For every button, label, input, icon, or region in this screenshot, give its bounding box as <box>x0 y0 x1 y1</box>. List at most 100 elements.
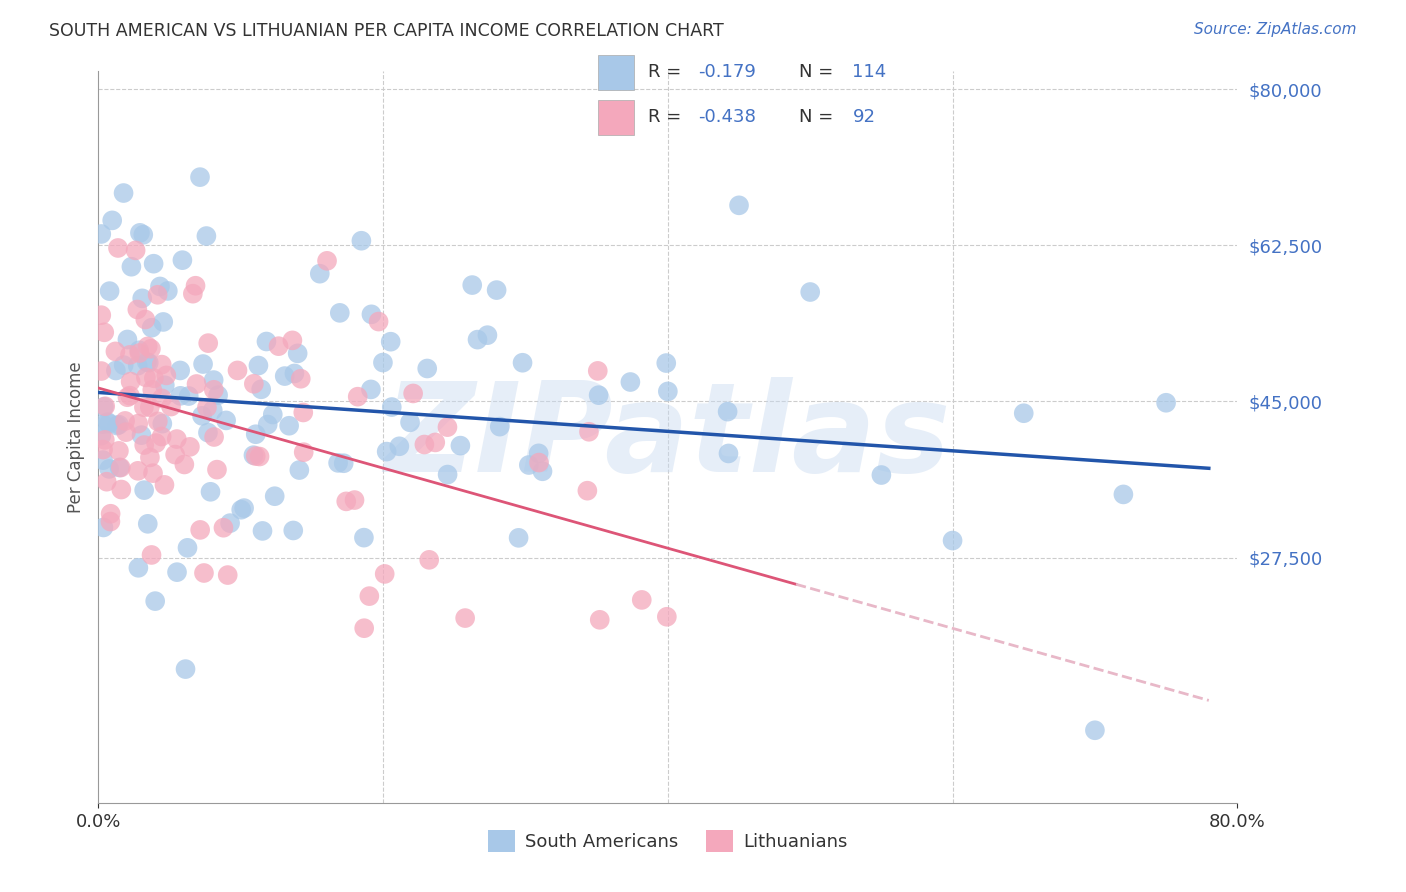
Point <box>1084 723 1107 738</box>
Point <box>150 429 173 443</box>
Point <box>90 428 112 442</box>
Point <box>231 502 253 516</box>
Point <box>93 326 115 340</box>
Point <box>578 425 600 439</box>
Point <box>436 467 458 482</box>
Point <box>152 315 174 329</box>
Point <box>193 566 215 580</box>
Point <box>205 462 228 476</box>
Point <box>108 460 131 475</box>
Text: ZIPatlas: ZIPatlas <box>385 376 950 498</box>
Point <box>332 456 354 470</box>
Point <box>112 186 135 200</box>
Point <box>142 257 165 271</box>
Point <box>326 456 349 470</box>
Point <box>283 367 305 381</box>
Point <box>153 378 176 392</box>
Point <box>488 419 510 434</box>
Legend: South Americans, Lithuanians: South Americans, Lithuanians <box>481 823 855 860</box>
Point <box>108 417 131 432</box>
Point <box>799 285 821 299</box>
Point <box>371 355 394 369</box>
Text: Source: ZipAtlas.com: Source: ZipAtlas.com <box>1194 22 1357 37</box>
Point <box>141 548 163 562</box>
Point <box>129 226 152 240</box>
Point <box>243 376 266 391</box>
Point <box>149 279 172 293</box>
Point <box>172 253 194 268</box>
Point <box>141 383 163 397</box>
Point <box>100 515 122 529</box>
Point <box>335 494 357 508</box>
Point <box>353 621 375 635</box>
Point <box>374 566 396 581</box>
Y-axis label: Per Capita Income: Per Capita Income <box>66 361 84 513</box>
Point <box>256 417 278 432</box>
Point <box>207 388 229 402</box>
Point <box>477 328 499 343</box>
Point <box>169 389 191 403</box>
Point <box>97 415 120 429</box>
Point <box>195 229 218 244</box>
Point <box>115 425 138 439</box>
Point <box>138 356 160 370</box>
Point <box>127 464 149 478</box>
Text: R =: R = <box>648 63 688 81</box>
FancyBboxPatch shape <box>598 100 634 135</box>
Point <box>399 415 422 429</box>
Point <box>169 363 191 377</box>
Point <box>728 198 751 212</box>
Point <box>219 516 242 530</box>
Point <box>202 383 225 397</box>
Point <box>90 308 112 322</box>
Point <box>124 244 146 258</box>
Point <box>91 417 114 431</box>
Point <box>281 334 304 348</box>
Point <box>256 334 278 349</box>
Point <box>717 446 740 460</box>
Point <box>233 501 256 516</box>
Point <box>449 439 471 453</box>
Point <box>173 458 195 472</box>
Point <box>131 291 153 305</box>
Point <box>247 359 270 373</box>
Text: R =: R = <box>648 109 688 127</box>
Point <box>94 399 117 413</box>
Point <box>576 483 599 498</box>
Point <box>527 456 550 470</box>
Point <box>263 489 285 503</box>
Point <box>413 437 436 451</box>
Point <box>127 302 149 317</box>
Point <box>274 369 297 384</box>
Text: -0.179: -0.179 <box>699 63 756 81</box>
Point <box>212 521 235 535</box>
Point <box>127 417 149 431</box>
Point <box>176 541 198 555</box>
Point <box>197 336 219 351</box>
Point <box>249 450 271 464</box>
Point <box>139 450 162 465</box>
Point <box>104 363 127 377</box>
Point <box>381 400 404 414</box>
Point <box>94 433 117 447</box>
Text: N =: N = <box>799 109 838 127</box>
Point <box>150 358 173 372</box>
Point <box>346 390 368 404</box>
Point <box>153 478 176 492</box>
Point <box>217 568 239 582</box>
Point <box>132 401 155 415</box>
Point <box>630 593 652 607</box>
Point <box>202 373 225 387</box>
Point <box>127 359 149 373</box>
Point <box>101 213 124 227</box>
Point <box>160 400 183 414</box>
Point <box>191 357 214 371</box>
Point <box>91 442 114 457</box>
Point <box>316 253 339 268</box>
Point <box>134 312 156 326</box>
Point <box>181 286 204 301</box>
Point <box>150 417 173 431</box>
Point <box>418 553 440 567</box>
Point <box>197 425 219 440</box>
Point <box>156 284 179 298</box>
